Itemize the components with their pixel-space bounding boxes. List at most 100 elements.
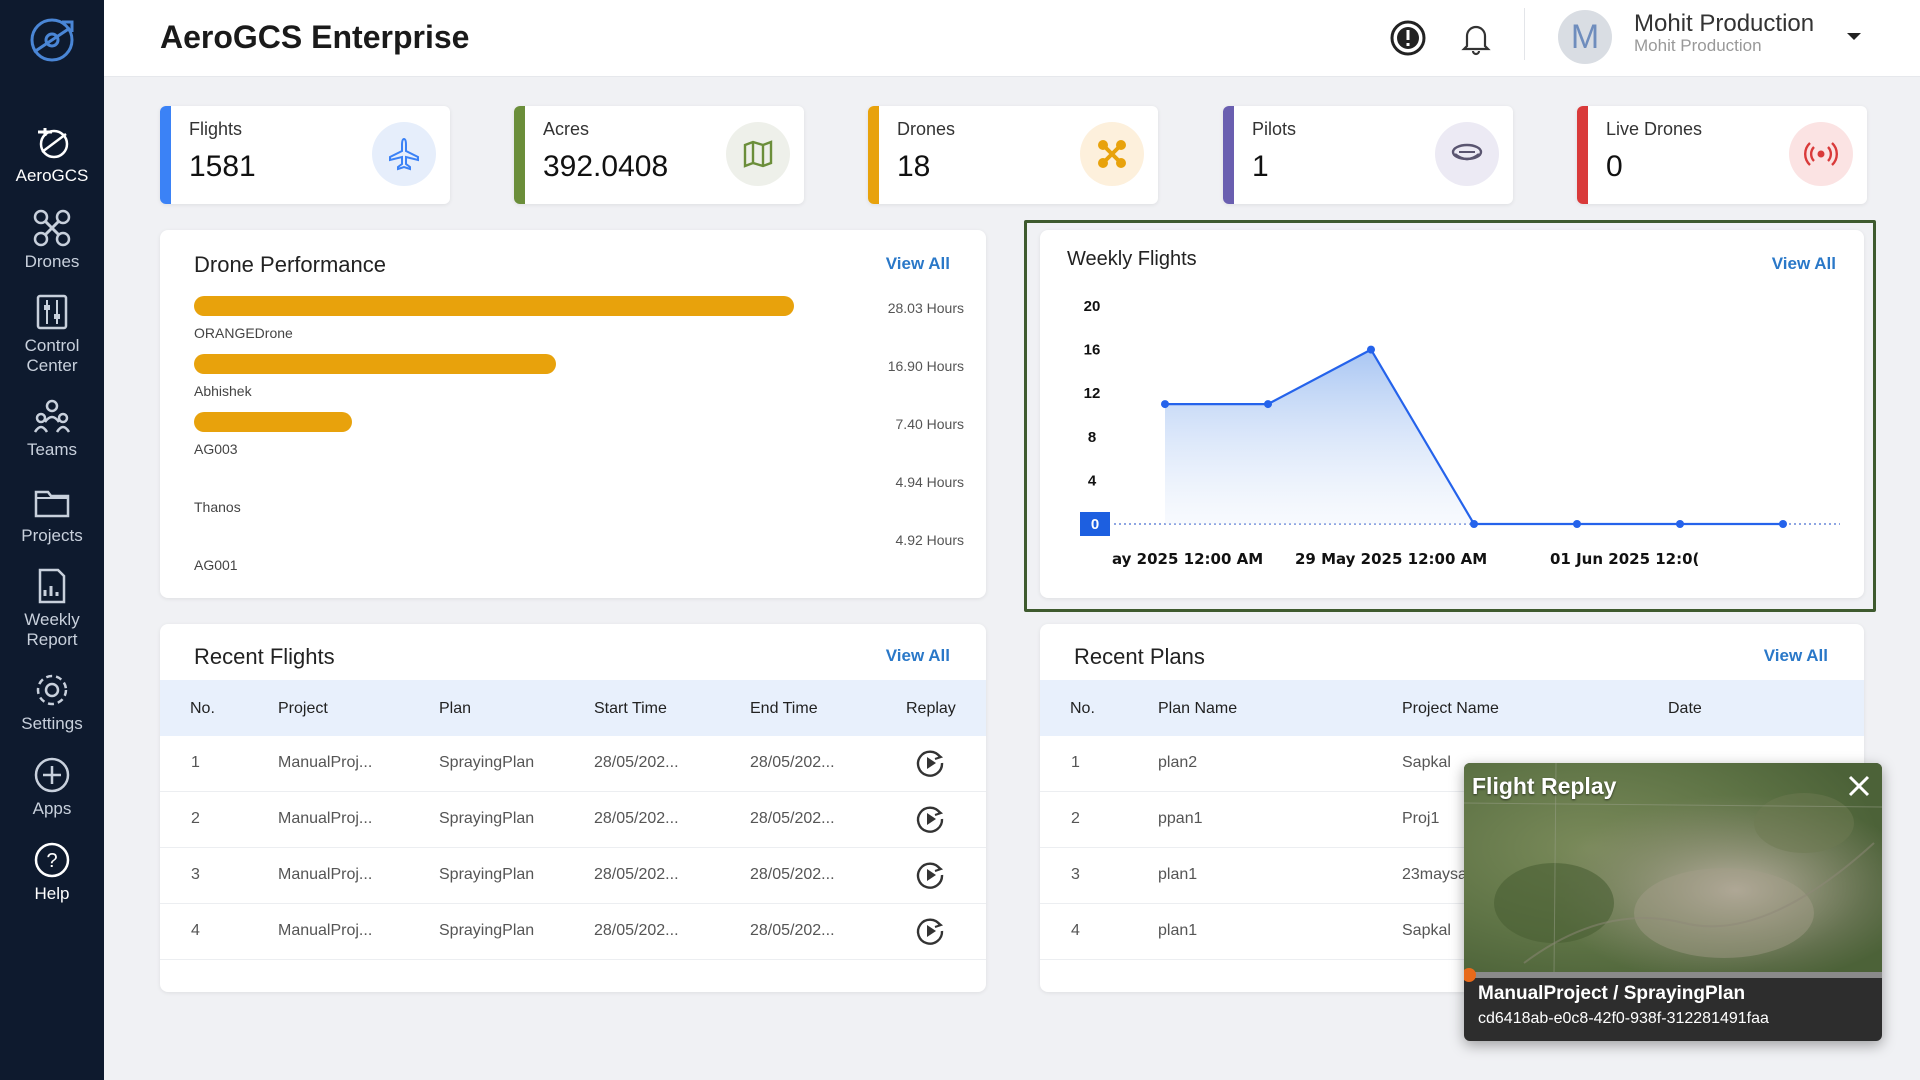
sidebar-item-label: Control Center: [24, 336, 80, 375]
cell-plan-name: plan2: [1158, 754, 1198, 771]
table-row[interactable]: 3 ManualProj... SprayingPlan 28/05/202..…: [160, 848, 986, 904]
sidebar-item-label: Teams: [26, 440, 78, 459]
teams-icon: [33, 399, 71, 433]
sidebar-item-aerogcs[interactable]: AeroGCS: [0, 122, 104, 186]
performance-row: Abhishek 16.90 Hours: [194, 354, 964, 408]
map-icon: [726, 122, 790, 186]
sidebar-item-drones[interactable]: Drones: [0, 208, 104, 272]
report-icon: [38, 568, 66, 604]
table-row[interactable]: 4 ManualProj... SprayingPlan 28/05/202..…: [160, 904, 986, 960]
stat-card-pilots[interactable]: Pilots 1: [1223, 106, 1513, 204]
data-point: [1779, 520, 1787, 528]
chevron-down-icon[interactable]: [1842, 24, 1866, 48]
column-header[interactable]: Project: [278, 700, 328, 717]
table-row[interactable]: 3 plan1 23maysa: [1040, 848, 1864, 904]
replay-icon[interactable]: [914, 803, 946, 835]
cell-plan-name: plan1: [1158, 922, 1198, 939]
view-all-link[interactable]: View All: [1771, 254, 1836, 273]
satellite-map[interactable]: [1464, 763, 1882, 975]
x-tick-label: 01 Jun 2025 12:0(: [1550, 550, 1699, 568]
sidebar-item-label: Settings: [21, 714, 83, 733]
flight-replay-popup[interactable]: Flight Replay ManualProject / SprayingPl…: [1464, 763, 1882, 1041]
cell-end-time: 28/05/202...: [750, 922, 835, 939]
column-header[interactable]: Plan Name: [1158, 700, 1238, 717]
drone-performance-panel: Drone Performance View All ORANGEDrone 28…: [160, 230, 986, 598]
stat-card-drones[interactable]: Drones 18: [868, 106, 1158, 204]
column-header[interactable]: Date: [1668, 700, 1702, 717]
replay-icon[interactable]: [914, 747, 946, 779]
cell-project-name: 23maysa: [1402, 866, 1467, 883]
sidebar-item-teams[interactable]: Teams: [0, 396, 104, 460]
y-tick-label: 8: [1088, 429, 1096, 446]
broadcast-icon: [1789, 122, 1853, 186]
view-all-link[interactable]: View All: [885, 254, 950, 273]
sidebar-item-control-center[interactable]: Control Center: [0, 292, 104, 376]
cell-end-time: 28/05/202...: [750, 754, 835, 771]
table-row[interactable]: 2 ManualProj... SprayingPlan 28/05/202..…: [160, 792, 986, 848]
bell-icon[interactable]: [1456, 18, 1496, 58]
performance-bar: [194, 412, 352, 432]
column-header[interactable]: No.: [1070, 700, 1095, 717]
stat-accent-bar: [160, 106, 171, 204]
table-row[interactable]: 1 plan2 Sapkal: [1040, 736, 1864, 792]
stat-value: 1581: [189, 150, 256, 183]
sidebar-item-help[interactable]: ? Help: [0, 840, 104, 904]
replay-progress-handle[interactable]: [1464, 968, 1476, 982]
drone-icon: [1080, 122, 1144, 186]
table-row[interactable]: 1 ManualProj... SprayingPlan 28/05/202..…: [160, 736, 986, 792]
performance-bar: [194, 296, 794, 316]
stat-value: 18: [897, 150, 931, 183]
close-icon[interactable]: [1846, 773, 1872, 799]
drone-name: AG003: [194, 441, 238, 457]
cell-start-time: 28/05/202...: [594, 754, 679, 771]
weekly-flights-chart[interactable]: 0 4 8 12 16 20 ay 2025 12:00 AM 29 May 2025 12:…: [1040, 278, 1864, 578]
column-header[interactable]: Replay: [906, 700, 956, 717]
cell-project: ManualProj...: [278, 810, 373, 827]
sidebar-item-settings[interactable]: Settings: [0, 670, 104, 734]
user-subtitle: Mohit Production: [1634, 36, 1762, 55]
stat-value: 392.0408: [543, 150, 669, 183]
svg-text:?: ?: [46, 850, 57, 872]
drone-globe-icon: [38, 128, 69, 159]
pilot-hat-icon: [1435, 122, 1499, 186]
stat-value: 0: [1606, 150, 1623, 183]
stat-label: Flights: [189, 119, 243, 139]
data-point: [1573, 520, 1581, 528]
view-all-link[interactable]: View All: [885, 646, 950, 665]
drone-name: Thanos: [194, 499, 241, 515]
zero-tick-highlight: [1080, 512, 1110, 536]
avatar[interactable]: M: [1558, 10, 1612, 64]
stat-label: Pilots: [1252, 119, 1297, 139]
stat-accent-bar: [1577, 106, 1588, 204]
replay-icon[interactable]: [914, 915, 946, 947]
table-row[interactable]: 4 plan1 Sapkal: [1040, 904, 1864, 960]
header-divider: [1524, 8, 1525, 60]
column-header[interactable]: Plan: [439, 700, 472, 717]
stat-card-live-drones[interactable]: Live Drones 0: [1577, 106, 1867, 204]
replay-icon[interactable]: [914, 859, 946, 891]
cell-no: 2: [1071, 810, 1080, 827]
stat-card-flights[interactable]: Flights 1581: [160, 106, 450, 204]
sidebar-item-label: Help: [34, 884, 70, 903]
column-header[interactable]: Project Name: [1402, 700, 1499, 717]
table-row[interactable]: 2 ppan1 Proj1: [1040, 792, 1864, 848]
sidebar-item-label: Projects: [21, 526, 83, 545]
cell-no: 3: [1071, 866, 1080, 883]
cell-project-name: Sapkal: [1402, 922, 1451, 939]
stat-card-acres[interactable]: Acres 392.0408: [514, 106, 804, 204]
panel-title: Weekly Flights: [1067, 248, 1197, 270]
column-header[interactable]: No.: [190, 700, 215, 717]
cell-plan: SprayingPlan: [439, 866, 535, 883]
app-logo-icon[interactable]: [26, 14, 78, 66]
drone-hours: 7.40 Hours: [895, 416, 964, 432]
column-header[interactable]: Start Time: [594, 700, 667, 717]
drone-name: AG001: [194, 557, 238, 573]
column-header[interactable]: End Time: [750, 700, 818, 717]
alert-icon[interactable]: [1388, 18, 1428, 58]
sidebar-item-weekly-report[interactable]: Weekly Report: [0, 566, 104, 650]
view-all-link[interactable]: View All: [1763, 646, 1828, 665]
sidebar-item-projects[interactable]: Projects: [0, 482, 104, 546]
sidebar-item-apps[interactable]: Apps: [0, 755, 104, 819]
replay-progress-track[interactable]: [1464, 972, 1882, 978]
panel-title: Recent Plans: [1074, 644, 1205, 669]
